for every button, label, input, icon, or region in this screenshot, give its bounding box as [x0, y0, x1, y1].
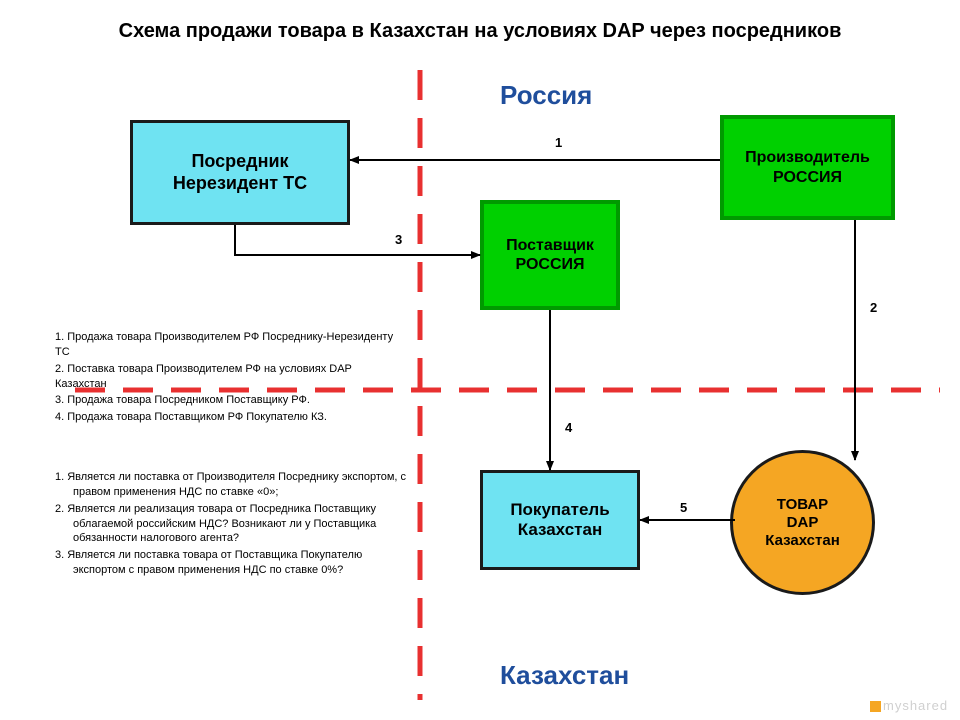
- edge-label-e3: 3: [395, 232, 402, 247]
- node-buyer: ПокупательКазахстан: [480, 470, 640, 570]
- node-intermediary-label: ПосредникНерезидент ТС: [173, 151, 307, 194]
- legend-top-line: 2. Поставка товара Производителем РФ на …: [55, 362, 395, 392]
- watermark-square-icon: [870, 701, 881, 712]
- edge-label-e4: 4: [565, 420, 572, 435]
- legend-top-line: 3. Продажа товара Посредником Поставщику…: [55, 393, 395, 408]
- edge-label-e2: 2: [870, 300, 877, 315]
- region-kazakhstan-label: Казахстан: [500, 660, 629, 691]
- node-goods-label: ТОВАРDAPКазахстан: [765, 496, 840, 550]
- legend-questions: 1. Является ли поставка от Производителя…: [55, 470, 415, 580]
- region-russia-label: Россия: [500, 80, 592, 111]
- watermark-text: myshared: [883, 698, 948, 713]
- node-buyer-label: ПокупательКазахстан: [510, 500, 609, 541]
- node-intermediary: ПосредникНерезидент ТС: [130, 120, 350, 225]
- node-supplier-label: ПоставщикРОССИЯ: [506, 236, 594, 274]
- node-manufacturer: ПроизводительРОССИЯ: [720, 115, 895, 220]
- node-supplier: ПоставщикРОССИЯ: [480, 200, 620, 310]
- legend-top-line: 4. Продажа товара Поставщиком РФ Покупат…: [55, 410, 395, 425]
- watermark: myshared: [870, 698, 948, 713]
- legend-bottom-item: 2. Является ли реализация товара от Поср…: [55, 502, 415, 547]
- legend-edge-descriptions: 1. Продажа товара Производителем РФ Поср…: [55, 330, 395, 427]
- edge-label-e1: 1: [555, 135, 562, 150]
- legend-bottom-item: 3. Является ли поставка товара от Постав…: [55, 548, 415, 578]
- node-manufacturer-label: ПроизводительРОССИЯ: [745, 148, 870, 186]
- legend-bottom-item: 1. Является ли поставка от Производителя…: [55, 470, 415, 500]
- diagram-title: Схема продажи товара в Казахстан на усло…: [80, 20, 880, 43]
- edge-label-e5: 5: [680, 500, 687, 515]
- node-goods: ТОВАРDAPКазахстан: [730, 450, 875, 595]
- legend-top-line: 1. Продажа товара Производителем РФ Поср…: [55, 330, 395, 360]
